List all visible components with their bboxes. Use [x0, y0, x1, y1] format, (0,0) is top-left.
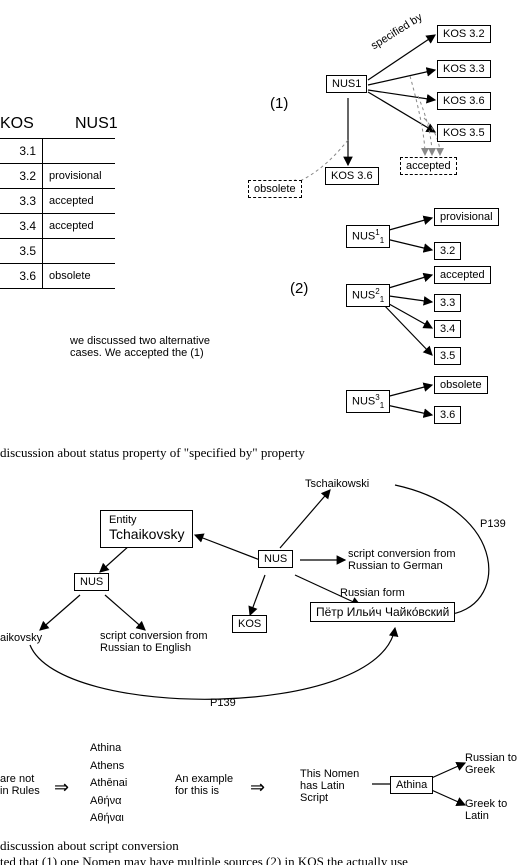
node-russian-value: Пётр Ильи́ч Чайко́вский — [310, 602, 455, 622]
graph1-label: (1) — [270, 95, 288, 112]
cell-ver: 3.1 — [0, 139, 43, 164]
label-greek-to-latin: Greek to Latin — [465, 798, 525, 822]
node-3-2: 3.2 — [434, 242, 461, 260]
caption-script-conversion: discussion about script conversion — [0, 838, 179, 854]
node-obsolete: obsolete — [248, 180, 302, 198]
node-accepted: accepted — [400, 157, 457, 175]
node-kos33: KOS 3.3 — [437, 60, 491, 78]
label-russian-to-greek: Russian to Greek — [465, 752, 525, 776]
cell-status: accepted — [43, 189, 116, 214]
node-kos36b: KOS 3.6 — [325, 167, 379, 185]
node-3-4: 3.4 — [434, 320, 461, 338]
kos-table: 3.1 3.2provisional 3.3accepted 3.4accept… — [0, 138, 115, 289]
node-nus-3-1: NUS31 — [346, 390, 390, 413]
table-note: we discussed two alternative cases. We a… — [70, 335, 220, 359]
graph2-label: (2) — [290, 280, 308, 297]
cutoff-line: ted that (1) one Nomen may have multiple… — [0, 854, 408, 865]
node-nus-center: NUS — [258, 550, 293, 568]
node-kos32: KOS 3.2 — [437, 25, 491, 43]
node-aikovsky: aikovsky — [0, 632, 42, 644]
cell-status — [43, 139, 116, 164]
label-conv-de: script conversion from Russian to German — [348, 548, 488, 572]
cell-ver: 3.6 — [0, 264, 43, 289]
node-3-6: 3.6 — [434, 406, 461, 424]
label-conv-en: script conversion from Russian to Englis… — [100, 630, 230, 654]
node-athina: Athina — [390, 776, 433, 794]
label-russian-form: Russian form — [340, 587, 405, 599]
arrow-icon: ⇒ — [250, 778, 265, 796]
caption-status-discussion: discussion about status property of "spe… — [0, 445, 305, 461]
table-header-nus: NUS1 — [75, 115, 118, 133]
note-mid1: An example for this is — [175, 773, 233, 797]
cell-ver: 3.4 — [0, 214, 43, 239]
node-kos35: KOS 3.5 — [437, 124, 491, 142]
node-3-5: 3.5 — [434, 347, 461, 365]
node-kos36: KOS 3.6 — [437, 92, 491, 110]
name-variants-list: Athina Athens Athēnai Αθήνα Αθήναι — [90, 740, 127, 828]
cell-status: obsolete — [43, 264, 116, 289]
node-obsolete-2: obsolete — [434, 376, 488, 394]
cell-ver: 3.3 — [0, 189, 43, 214]
cell-status: provisional — [43, 164, 116, 189]
node-provisional: provisional — [434, 208, 499, 226]
node-3-3: 3.3 — [434, 294, 461, 312]
label-p139-bottom: P139 — [210, 697, 236, 709]
node-nus-1-1: NUS11 — [346, 225, 390, 248]
node-accepted-2: accepted — [434, 266, 491, 284]
label-p139-right: P139 — [480, 518, 506, 530]
cell-ver: 3.2 — [0, 164, 43, 189]
cell-ver: 3.5 — [0, 239, 43, 264]
note-mid2: This Nomen has Latin Script — [300, 768, 359, 804]
node-entity: Entity Tchaikovsky — [100, 510, 193, 548]
cell-status: accepted — [43, 214, 116, 239]
node-tschaikowski: Tschaikowski — [305, 478, 369, 490]
table-header-kos: KOS — [0, 115, 34, 133]
note-left: are not in Rules — [0, 773, 40, 797]
node-nus1: NUS1 — [326, 75, 367, 93]
node-nus-2-1: NUS21 — [346, 284, 390, 307]
node-nus-left: NUS — [74, 573, 109, 591]
cell-status — [43, 239, 116, 264]
arrow-icon: ⇒ — [54, 778, 69, 796]
node-kos: KOS — [232, 615, 267, 633]
